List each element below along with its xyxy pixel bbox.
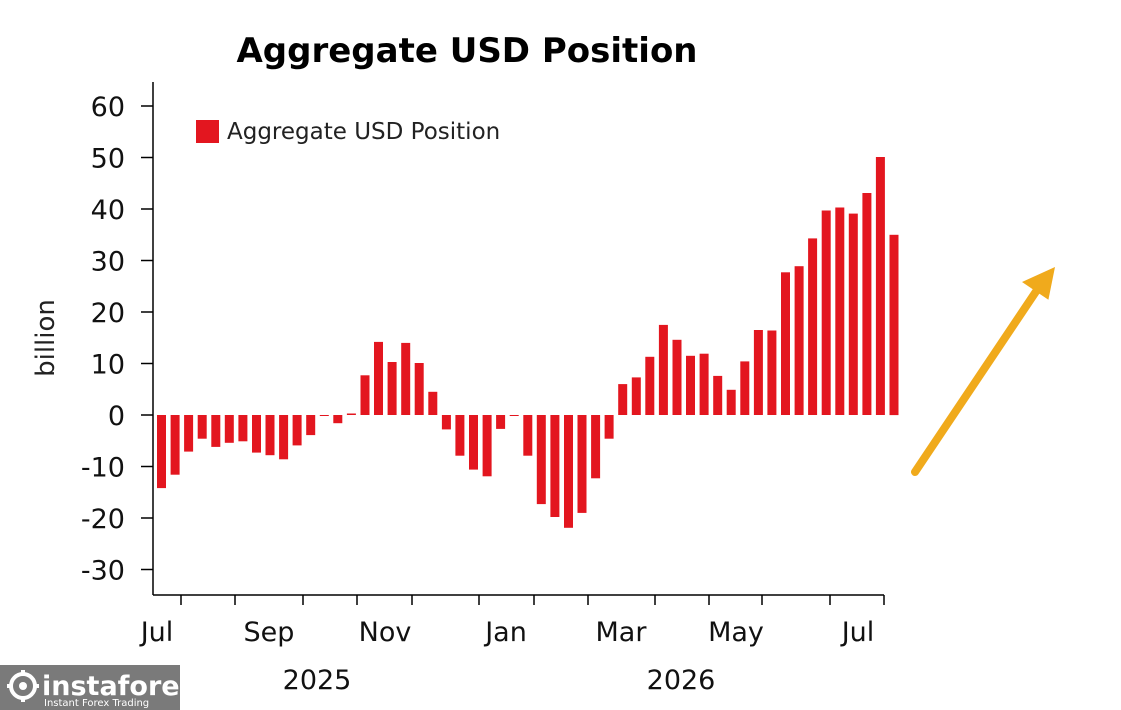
- bar: [577, 415, 587, 513]
- bar: [523, 415, 533, 456]
- month-label: Nov: [359, 617, 412, 648]
- chart-title: Aggregate USD Position: [236, 31, 697, 71]
- y-tick-label: 60: [91, 92, 125, 123]
- bar: [414, 363, 424, 415]
- year-labels: 2025 2026: [283, 665, 716, 696]
- year-label: 2026: [647, 665, 716, 696]
- bar: [374, 341, 383, 415]
- month-labels: Jul Sep Nov Jan Mar May Jul: [139, 617, 875, 648]
- bar: [631, 377, 641, 415]
- bar: [441, 415, 451, 430]
- bar: [292, 415, 302, 446]
- bar: [740, 361, 750, 415]
- legend-label: Aggregate USD Position: [227, 119, 500, 145]
- year-label: 2025: [283, 665, 352, 696]
- y-tick-label: -20: [81, 504, 125, 535]
- bar: [157, 415, 166, 489]
- month-label: May: [708, 617, 764, 648]
- bar: [564, 415, 573, 528]
- bar: [265, 415, 275, 456]
- y-tick-label: 10: [91, 350, 125, 381]
- y-axis-label: billion: [31, 299, 61, 377]
- y-tick-label: 40: [91, 195, 125, 226]
- bar: [699, 353, 709, 415]
- watermark-background: [0, 665, 180, 710]
- month-label: Jan: [483, 617, 527, 648]
- bar: [401, 342, 411, 415]
- y-tick-label: -10: [81, 453, 125, 484]
- bar: [184, 415, 194, 452]
- bar: [591, 415, 601, 479]
- bar: [387, 362, 397, 415]
- bar: [618, 384, 628, 415]
- bar: [509, 415, 519, 416]
- bar: [875, 157, 885, 415]
- bar: [726, 389, 736, 415]
- bar: [319, 415, 329, 416]
- watermark-brand: instaforex: [42, 671, 197, 702]
- bar: [252, 415, 261, 453]
- bar: [496, 415, 506, 429]
- bars: [157, 157, 899, 528]
- bar: [306, 415, 316, 436]
- legend: Aggregate USD Position: [196, 119, 500, 145]
- y-tick-label: 20: [91, 298, 125, 329]
- bar: [835, 207, 845, 415]
- bar: [455, 415, 465, 456]
- bar: [889, 234, 899, 416]
- bar: [482, 415, 492, 477]
- bar: [672, 339, 682, 415]
- bar: [808, 238, 818, 415]
- bar: [686, 355, 695, 415]
- bar: [821, 210, 831, 415]
- watermark-tagline: Instant Forex Trading: [44, 698, 149, 709]
- bar: [469, 415, 478, 470]
- y-tick-label: 0: [108, 401, 125, 432]
- x-ticks: [180, 595, 885, 605]
- bar: [170, 415, 180, 475]
- y-tick-label: 30: [91, 247, 125, 278]
- bar: [604, 415, 614, 439]
- bar: [848, 213, 858, 415]
- bar: [781, 272, 790, 415]
- bar: [346, 413, 356, 415]
- bar: [753, 330, 763, 415]
- trend-arrow-shaft: [911, 286, 1041, 476]
- bar: [360, 375, 370, 415]
- watermark: instaforex Instant Forex Trading: [0, 665, 197, 710]
- trend-arrow-head: [1022, 267, 1055, 300]
- month-label: Jul: [840, 617, 875, 648]
- bar: [197, 415, 207, 439]
- y-tick-label: 50: [91, 144, 125, 175]
- bar: [794, 266, 804, 415]
- y-tick-label: -30: [81, 556, 125, 587]
- bar: [862, 193, 872, 415]
- bar: [658, 324, 668, 415]
- watermark-gear-icon: [7, 670, 39, 702]
- bar: [238, 415, 248, 442]
- bar: [224, 415, 234, 443]
- y-ticks: [141, 105, 153, 571]
- bar: [279, 415, 289, 460]
- legend-swatch: [196, 120, 219, 143]
- bar: [645, 356, 655, 415]
- bar: [550, 415, 560, 517]
- y-tick-labels: 60 50 40 30 20 10 0 -10 -20 -30: [81, 92, 125, 587]
- trend-arrow-icon: [911, 267, 1055, 476]
- month-label: Mar: [596, 617, 648, 648]
- bar: [333, 415, 343, 424]
- bar: [211, 415, 221, 447]
- bar: [767, 330, 777, 415]
- bar: [713, 375, 723, 415]
- month-label: Sep: [244, 617, 295, 648]
- bar: [536, 415, 546, 505]
- month-label: Jul: [139, 617, 174, 648]
- bar: [428, 391, 438, 415]
